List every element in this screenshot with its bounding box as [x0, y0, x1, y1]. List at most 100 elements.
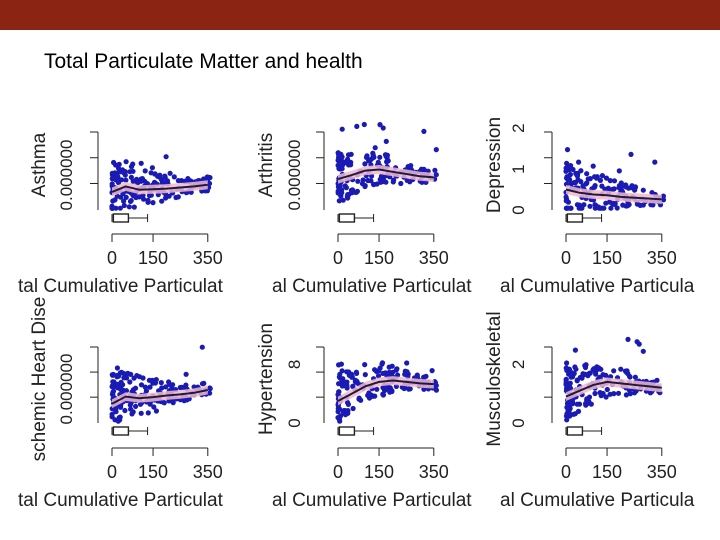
scatter-point — [350, 405, 356, 412]
scatter-point — [347, 371, 353, 378]
scatter-point — [131, 204, 137, 210]
y-tick-label: 0.000000 — [285, 140, 304, 211]
scatter-point — [608, 205, 614, 211]
scatter-point — [138, 160, 144, 166]
scatter-point — [371, 154, 377, 160]
scatter-point — [138, 176, 144, 182]
scatter-point — [592, 205, 598, 211]
scatter-point — [335, 415, 341, 421]
scatter-point — [158, 380, 164, 386]
scatter-point — [563, 198, 569, 204]
scatter-point — [627, 391, 634, 397]
scatter-point — [584, 171, 590, 177]
scatter-point — [433, 172, 439, 178]
scatter-point — [362, 362, 368, 368]
boxplot-box — [338, 426, 356, 436]
scatter-point — [649, 190, 655, 196]
y-axis-title: schemic Heart Dise — [29, 297, 50, 462]
scatter-point — [116, 161, 122, 167]
scatter-point — [421, 128, 427, 134]
scatter-point — [563, 165, 569, 171]
scatter-point — [183, 371, 189, 377]
scatter-point — [375, 373, 382, 379]
scatter-point — [401, 385, 407, 392]
scatter-point — [110, 371, 116, 378]
scatter-point — [379, 361, 385, 367]
x-tick-label: 350 — [193, 462, 223, 482]
scatter-point — [634, 339, 640, 345]
scatter-point — [615, 390, 622, 396]
scatter-point — [348, 187, 354, 193]
trend-line — [565, 380, 662, 398]
scatter-point — [597, 390, 603, 396]
scatter-point — [141, 196, 147, 202]
scatter-point — [373, 368, 380, 374]
scatter-point — [127, 198, 134, 204]
scatter-point — [123, 159, 129, 165]
trend-line — [111, 389, 209, 405]
scatter-point — [578, 179, 584, 185]
scatter-point — [632, 374, 639, 380]
scatter-point — [370, 150, 376, 156]
trend-line — [337, 379, 434, 402]
scatter-point — [584, 401, 590, 407]
scatter-point — [112, 197, 118, 203]
scatter-point — [568, 205, 574, 211]
scatter-point — [127, 379, 133, 385]
scatter-point — [158, 176, 164, 183]
scatter-point — [112, 172, 118, 178]
scatter-point — [130, 387, 136, 393]
scatter-point — [358, 397, 364, 403]
scatter-point — [637, 202, 643, 208]
scatter-point — [117, 205, 123, 211]
scatter-point — [616, 168, 622, 174]
y-tick-label: 0 — [509, 205, 528, 214]
y-axis-title: Hypertension — [256, 323, 277, 435]
scatter-point — [336, 198, 342, 204]
y-axis-title: Depression — [484, 117, 505, 213]
scatter-point — [353, 189, 359, 195]
scatter-point — [564, 360, 570, 366]
scatter-point — [128, 371, 134, 377]
scatter-point — [572, 411, 578, 417]
scatter-point — [432, 167, 438, 173]
scatter-point — [599, 173, 606, 179]
boxplot-box — [566, 426, 584, 436]
scatter-point — [585, 176, 591, 182]
scatter-point — [142, 168, 148, 174]
scatter-point — [345, 195, 351, 201]
scatter-point — [152, 180, 158, 186]
scatter-point — [110, 379, 116, 385]
scatter-point — [336, 152, 342, 158]
y-axis-title: Asthma — [29, 132, 50, 197]
scatter-point — [572, 347, 579, 353]
scatter-point — [340, 409, 346, 415]
scatter-point — [567, 171, 574, 178]
confidence-band — [566, 185, 662, 204]
trend-line — [111, 183, 208, 193]
scatter-point — [150, 380, 156, 386]
scatter-point — [109, 391, 116, 397]
scatter-point — [564, 147, 571, 153]
scatter-point — [383, 138, 389, 144]
x-tick-label: 350 — [419, 462, 449, 482]
scatter-point — [118, 379, 124, 385]
scatter-point — [354, 123, 360, 129]
x-axis-title: al Cumulative Particulat — [272, 490, 472, 511]
y-tick-label: 0.000000 — [57, 140, 76, 211]
scatter-point — [614, 205, 620, 211]
scatter-point — [610, 186, 616, 192]
scatter-point — [650, 202, 656, 208]
scatter-point — [163, 154, 169, 160]
scatter-point — [592, 390, 598, 397]
scatter-point — [590, 163, 596, 169]
scatter-point — [121, 375, 127, 381]
scatter-point — [115, 180, 122, 186]
scatter-point — [133, 403, 139, 409]
scatter-point — [618, 366, 624, 372]
scatter-point — [387, 389, 393, 395]
scatter-point — [611, 178, 618, 184]
scatter-point — [398, 180, 404, 187]
scatter-point — [170, 382, 176, 388]
